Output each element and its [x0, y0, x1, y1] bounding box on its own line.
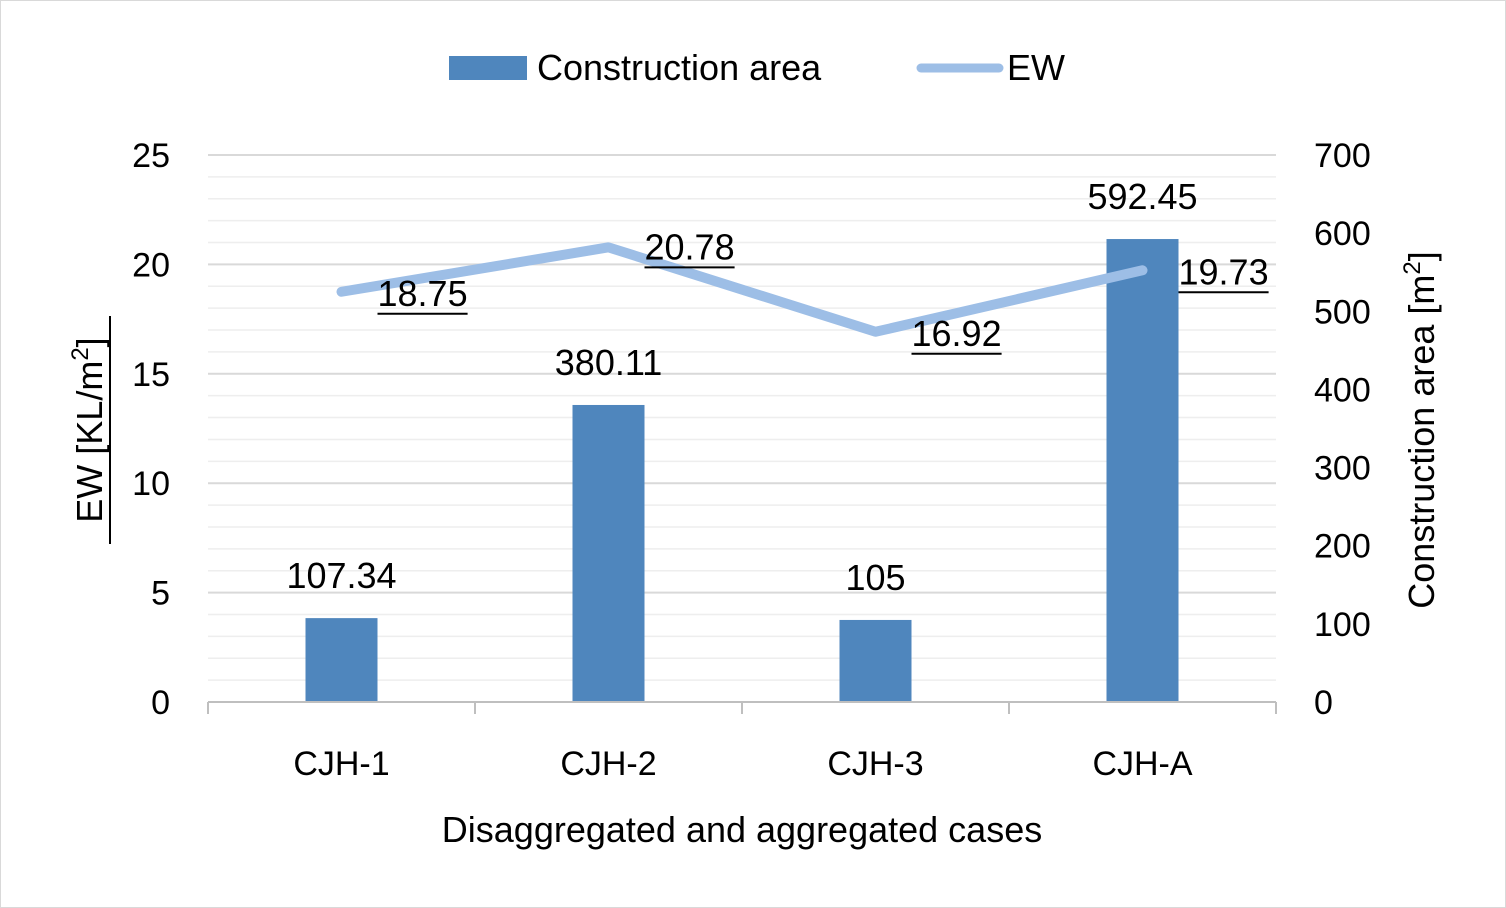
y-left-tick-label: 20 [132, 246, 170, 284]
y-left-tick-label: 25 [132, 137, 170, 175]
data-labels: 107.34 380.11 105 592.45 18.75 20.78 16.92 19.7… [286, 176, 1269, 598]
y-right-tick-label: 700 [1314, 137, 1371, 175]
x-axis-title: Disaggregated and aggregated cases [442, 809, 1042, 850]
ew-line [336, 242, 1148, 337]
y-right-tick-label: 100 [1314, 606, 1371, 644]
y-left-tick-label: 0 [151, 684, 170, 722]
line-data-label: 20.78 [645, 226, 735, 267]
y-right-title-sup: 2 [1399, 261, 1426, 274]
bar-data-label: 592.45 [1087, 176, 1197, 217]
y-left-axis-title: EW [KL/m2] [67, 337, 110, 522]
bar-data-label: 380.11 [555, 342, 662, 383]
bar-cjh-a [1106, 239, 1179, 702]
y-right-tick-label: 300 [1314, 450, 1371, 488]
y-left-tick-label: 15 [132, 356, 170, 394]
y-right-tick-label: 200 [1314, 528, 1371, 566]
y-left-tick-label: 10 [132, 465, 170, 503]
line-data-label: 16.92 [912, 313, 1002, 354]
y-right-tick-label: 500 [1314, 293, 1371, 331]
y-right-tick-label: 600 [1314, 215, 1371, 253]
y-left-tick-label: 5 [151, 575, 170, 613]
line-series [336, 242, 1148, 337]
legend-label-construction-area: Construction area [537, 47, 822, 88]
bar-cjh-1 [305, 618, 378, 702]
y-left-title-sup: 2 [67, 347, 94, 360]
y-right-tick-label: 0 [1314, 684, 1333, 722]
y-right-title-main: Construction area [m [1401, 275, 1442, 609]
bar-cjh-3 [839, 619, 912, 702]
x-tick-label: CJH-3 [827, 745, 923, 783]
y-left-axis-title-group: EW [KL/m2] [67, 316, 111, 544]
line-data-label: 18.75 [378, 273, 468, 314]
axes: CJH-1 CJH-2 CJH-3 CJH-A 0 5 10 15 20 25 0 100 200 300… [132, 137, 1371, 783]
y-left-title-end: ] [69, 337, 110, 347]
y-right-axis-title-group: Construction area [m2] [1399, 251, 1442, 609]
y-right-tick-label: 400 [1314, 371, 1371, 409]
line-data-label: 19.73 [1179, 251, 1269, 292]
bar-cjh-2 [572, 404, 645, 702]
legend-label-ew: EW [1007, 47, 1065, 88]
x-tick-label: CJH-1 [293, 745, 389, 783]
y-right-title-end: ] [1401, 251, 1442, 261]
bar-data-label: 105 [845, 557, 905, 598]
legend-swatch-construction-area [449, 56, 527, 80]
x-tick-label: CJH-2 [560, 745, 656, 783]
legend: Construction area EW [449, 47, 1065, 88]
x-tick-label: CJH-A [1092, 745, 1192, 783]
bar-series [305, 239, 1179, 702]
y-left-title-main: EW [KL/m [69, 361, 110, 523]
y-right-axis-title: Construction area [m2] [1399, 251, 1442, 609]
bar-data-label: 107.34 [286, 555, 396, 596]
